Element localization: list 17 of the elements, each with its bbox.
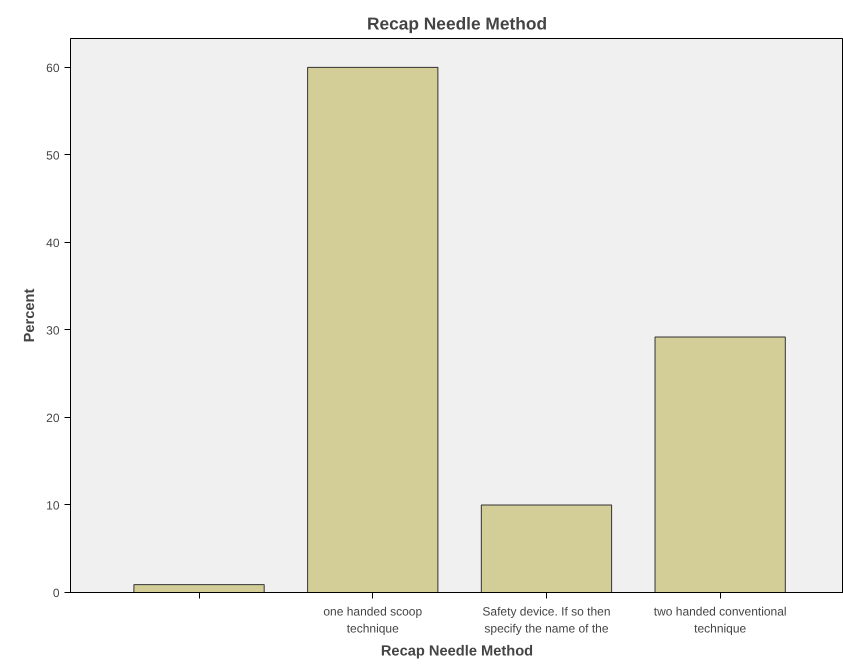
x-tick-label: Safety device. If so then specify the name of the [482, 604, 610, 636]
x-tick-label: one handed scoop technique [323, 604, 422, 636]
x-tick-label: two handed conventional technique [654, 604, 787, 636]
y-axis-title: Percent [22, 288, 38, 342]
bar [654, 336, 786, 592]
bar [133, 584, 265, 592]
y-tick-label: 30 [46, 323, 60, 338]
x-axis-title: Recap Needle Method [380, 643, 534, 660]
y-tick-label: 20 [46, 410, 60, 425]
y-tick-label: 60 [46, 60, 60, 75]
y-tick-label: 50 [46, 148, 60, 162]
y-tick-label: 10 [46, 498, 60, 512]
y-tick-label: 0 [52, 586, 60, 600]
bar [307, 66, 438, 592]
bar [480, 504, 612, 592]
y-tick-label: 40 [46, 236, 60, 250]
chart-title: Recap Needle Method [366, 14, 548, 34]
